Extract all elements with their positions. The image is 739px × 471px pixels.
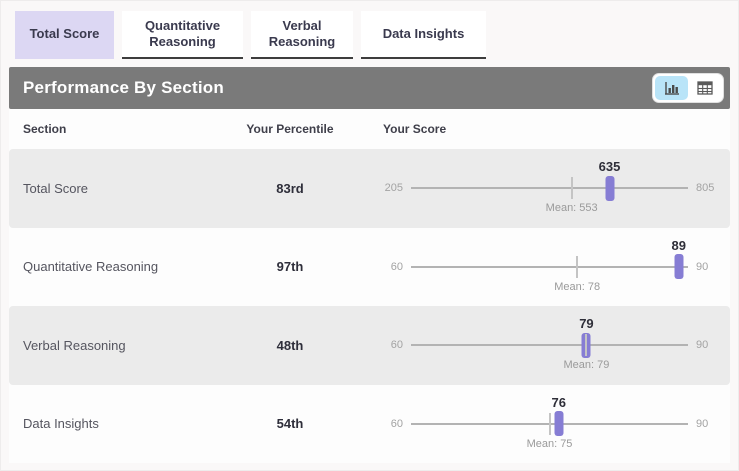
table-grid-icon <box>696 81 713 95</box>
mean-tick <box>570 177 573 200</box>
score-marker <box>674 254 684 280</box>
tab-label: Total Score <box>29 25 100 41</box>
tab-label: Data Insights <box>382 25 465 41</box>
slider-track <box>411 265 688 268</box>
score-marker <box>605 175 615 201</box>
scale-min-label: 60 <box>390 339 403 352</box>
table-row: Total Score 83rd 205 635 Mean: 553 805 <box>9 149 730 228</box>
score-slider: 205 635 Mean: 553 805 <box>383 156 716 220</box>
mean-label: Mean: 78 <box>554 280 601 293</box>
column-header-score: Your Score <box>383 122 447 136</box>
mean-tick <box>576 255 579 278</box>
panel-header: Performance By Section <box>9 67 730 109</box>
table-row: Quantitative Reasoning 97th 60 89 Mean: … <box>9 227 730 306</box>
mean-tick <box>585 334 588 357</box>
tab-data-insights[interactable]: Data Insights <box>361 11 486 59</box>
slider-track <box>411 344 688 347</box>
score-value: 89 <box>671 237 686 253</box>
view-toggle <box>652 73 724 103</box>
table-body: Total Score 83rd 205 635 Mean: 553 805 Q… <box>9 149 730 463</box>
slider-track <box>411 187 688 190</box>
section-name: Data Insights <box>23 416 99 432</box>
score-slider: 60 89 Mean: 78 90 <box>383 235 716 299</box>
scale-max-label: 805 <box>696 182 715 195</box>
score-slider: 60 76 Mean: 75 90 <box>383 392 716 456</box>
table-view-button[interactable] <box>688 76 721 100</box>
section-tabs: Total Score Quantitative Reasoning Verba… <box>15 11 738 59</box>
table-row: Verbal Reasoning 48th 60 79 Mean: 79 90 <box>9 306 730 385</box>
panel-title: Performance By Section <box>23 78 224 97</box>
chart-view-button[interactable] <box>655 76 688 100</box>
score-slider: 60 79 Mean: 79 90 <box>383 313 716 377</box>
performance-table: Section Your Percentile Your Score Total… <box>9 109 730 463</box>
tab-total-score[interactable]: Total Score <box>15 11 114 59</box>
section-name: Quantitative Reasoning <box>23 259 159 275</box>
tab-verbal-reasoning[interactable]: Verbal Reasoning <box>251 11 353 59</box>
score-value: 76 <box>551 394 566 410</box>
tab-label: Quantitative Reasoning <box>144 17 221 49</box>
scale-max-label: 90 <box>696 417 709 430</box>
score-value: 635 <box>598 159 621 175</box>
scale-max-label: 90 <box>696 339 709 352</box>
percentile-value: 83rd <box>276 180 304 196</box>
scale-min-label: 60 <box>390 260 403 273</box>
score-marker <box>554 411 564 437</box>
tab-label: Verbal Reasoning <box>268 17 336 49</box>
mean-label: Mean: 75 <box>526 437 573 450</box>
percentile-value: 97th <box>276 259 304 275</box>
mean-label: Mean: 79 <box>563 359 610 372</box>
section-name: Verbal Reasoning <box>23 337 126 353</box>
scale-min-label: 205 <box>384 182 403 195</box>
percentile-value: 54th <box>276 416 304 432</box>
percentile-value: 48th <box>276 337 304 353</box>
scale-min-label: 60 <box>390 417 403 430</box>
column-header-percentile: Your Percentile <box>246 122 334 136</box>
table-row: Data Insights 54th 60 76 Mean: 75 90 <box>9 384 730 463</box>
column-header-section: Section <box>23 122 67 136</box>
mean-tick <box>548 412 551 435</box>
bar-chart-icon <box>664 81 680 95</box>
scale-max-label: 90 <box>696 260 709 273</box>
mean-label: Mean: 553 <box>545 202 598 215</box>
section-name: Total Score <box>23 180 89 196</box>
score-value: 79 <box>579 316 594 332</box>
tab-quantitative-reasoning[interactable]: Quantitative Reasoning <box>122 11 243 59</box>
table-header-row: Section Your Percentile Your Score <box>9 109 730 149</box>
